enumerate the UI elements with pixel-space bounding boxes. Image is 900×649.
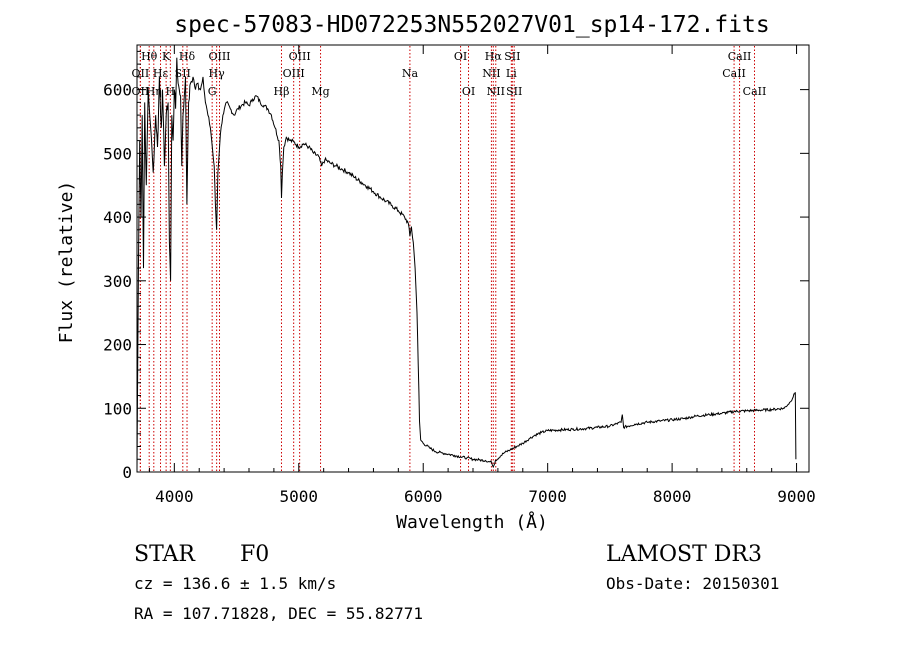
line-markers <box>139 46 755 471</box>
y-tick-label: 0 <box>122 463 132 482</box>
line-marker-label: CaII <box>722 67 746 80</box>
line-marker-label: Hγ <box>209 67 226 80</box>
line-marker-label: Hβ <box>274 85 290 98</box>
line-marker-label: Hη <box>146 85 162 98</box>
object-class: STAR <box>134 542 196 567</box>
line-marker-label: CaII <box>728 50 752 63</box>
y-tick-label: 600 <box>103 81 132 100</box>
line-marker-label: Hα <box>485 50 503 63</box>
line-marker-label: OI <box>454 50 467 63</box>
x-tick-label: 6000 <box>404 487 443 506</box>
y-axis: 0 100 200 300 400 500 600 <box>103 50 809 482</box>
y-axis-label: Flux (relative) <box>56 181 77 344</box>
line-marker-label: SII <box>175 67 191 80</box>
line-marker-label: K <box>162 50 171 63</box>
subclass: F0 <box>240 542 269 567</box>
line-marker-label: CaII <box>743 85 767 98</box>
line-marker-label: NII <box>487 85 505 98</box>
line-marker-label: OIII <box>283 67 305 80</box>
x-axis: 4000 5000 6000 7000 8000 9000 <box>148 45 816 506</box>
line-marker-label: SII <box>506 85 522 98</box>
redshift-velocity: cz = 136.6 ± 1.5 km/s <box>134 574 336 593</box>
line-marker-label: Mg <box>311 85 329 98</box>
line-marker-label: OIII <box>289 50 311 63</box>
line-marker-label: OIII <box>208 50 230 63</box>
x-axis-label: Wavelength (Å) <box>396 511 548 533</box>
observation-date: Obs-Date: 20150301 <box>606 574 779 593</box>
x-tick-label: 4000 <box>155 487 194 506</box>
y-tick-label: 100 <box>103 399 132 418</box>
line-marker-label: NII <box>482 67 500 80</box>
x-tick-label: 8000 <box>653 487 692 506</box>
y-tick-label: 200 <box>103 336 132 355</box>
line-marker-label: G <box>208 85 217 98</box>
line-marker-label: SII <box>504 50 520 63</box>
spectrum-line <box>136 57 797 469</box>
survey-name: LAMOST DR3 <box>606 542 762 567</box>
coordinates: RA = 107.71828, DEC = 55.82771 <box>134 604 423 623</box>
line-marker-label: Hε <box>153 67 169 80</box>
line-marker-label: Hθ <box>141 50 158 63</box>
line-marker-label: H <box>166 85 176 98</box>
line-marker-label: Hδ <box>179 50 196 63</box>
line-marker-label: OII <box>132 67 150 80</box>
line-marker-label: Li <box>506 67 517 80</box>
x-tick-label: 5000 <box>280 487 319 506</box>
line-marker-label: OII <box>132 85 150 98</box>
line-marker-label: OI <box>462 85 475 98</box>
line-marker-label: Na <box>402 67 419 80</box>
line-marker-labels: OIIHθOIIHηHεKHSIIHδGHγOIIIHβOIIIOIIIMgNa… <box>132 50 767 98</box>
y-tick-label: 300 <box>103 272 132 291</box>
x-tick-label: 9000 <box>777 487 816 506</box>
x-tick-label: 7000 <box>528 487 567 506</box>
chart-title: spec-57083-HD072253N552027V01_sp14-172.f… <box>174 12 769 38</box>
y-tick-label: 400 <box>103 208 132 227</box>
y-tick-label: 500 <box>103 144 132 163</box>
